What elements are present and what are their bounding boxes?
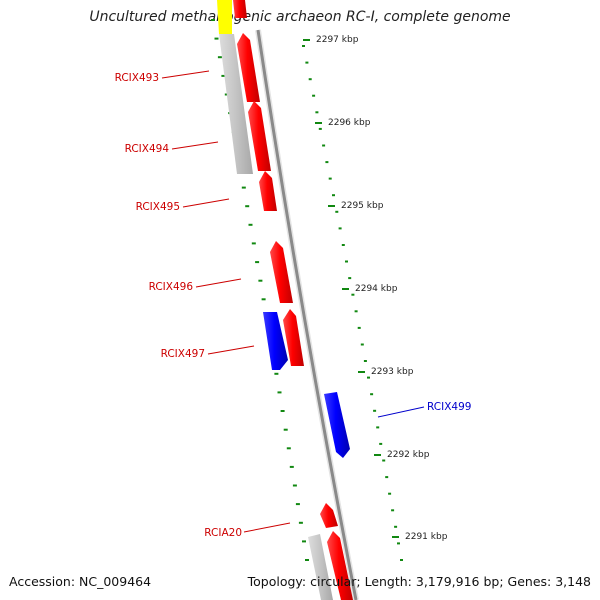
highlight-feature: [217, 0, 232, 34]
gene-arrow-rcix499: [324, 392, 350, 458]
map-title: Uncultured methanogenic archaeon RC-I, c…: [89, 9, 511, 25]
ruler-label-2294: 2294 kbp: [355, 284, 398, 294]
gene-arrow-rcix494: [248, 101, 271, 171]
gene-arrow-rcix495: [259, 171, 277, 211]
gene-label-rcix497[interactable]: RCIX497: [161, 348, 205, 360]
gene-arrow-rcix496: [270, 241, 293, 303]
ruler-label-2291: 2291 kbp: [405, 532, 448, 542]
ruler-label-2297: 2297 kbp: [316, 35, 359, 45]
gene-arrow-rcia20: [320, 503, 338, 528]
gene-label-rcix493[interactable]: RCIX493: [115, 72, 159, 84]
gene-label-rcix495[interactable]: RCIX495: [136, 201, 180, 213]
leader-rcix495: [182, 198, 230, 208]
genome-backbone-line: [256, 29, 358, 600]
gene-arrow-rcix493: [237, 33, 260, 102]
ruler-label-2295: 2295 kbp: [341, 201, 384, 211]
ruler-label-2293: 2293 kbp: [371, 367, 414, 377]
gray-feature-bottom: [308, 534, 333, 600]
accession-text: Accession: NC_009464: [9, 574, 152, 589]
gene-label-rcix499[interactable]: RCIX499: [427, 401, 471, 413]
leader-rcix499: [377, 406, 425, 418]
gene-arrow-rcix497-blue: [263, 312, 288, 370]
outer-ruler-ticks: [302, 45, 403, 561]
leader-rcix493: [161, 70, 210, 79]
gene-label-rcia20[interactable]: RCIA20: [204, 527, 242, 539]
ruler-label-2296: 2296 kbp: [328, 118, 371, 128]
gray-feature-top: [219, 34, 253, 174]
leader-rcia20: [243, 522, 291, 533]
gene-arrow-bottom: [327, 531, 353, 600]
gene-arrow-rcix497-red: [283, 309, 304, 366]
leader-rcix497: [207, 345, 255, 355]
ruler-label-2292: 2292 kbp: [387, 450, 430, 460]
gene-label-rcix496[interactable]: RCIX496: [149, 281, 194, 293]
genome-summary-text: Topology: circular; Length: 3,179,916 bp…: [247, 574, 591, 589]
gene-arrow-rcix493-top: [233, 0, 247, 18]
leader-rcix494: [171, 141, 219, 150]
leader-rcix496: [195, 278, 242, 288]
inner-ruler-ticks: [211, 19, 309, 561]
gene-label-rcix494[interactable]: RCIX494: [125, 143, 170, 155]
